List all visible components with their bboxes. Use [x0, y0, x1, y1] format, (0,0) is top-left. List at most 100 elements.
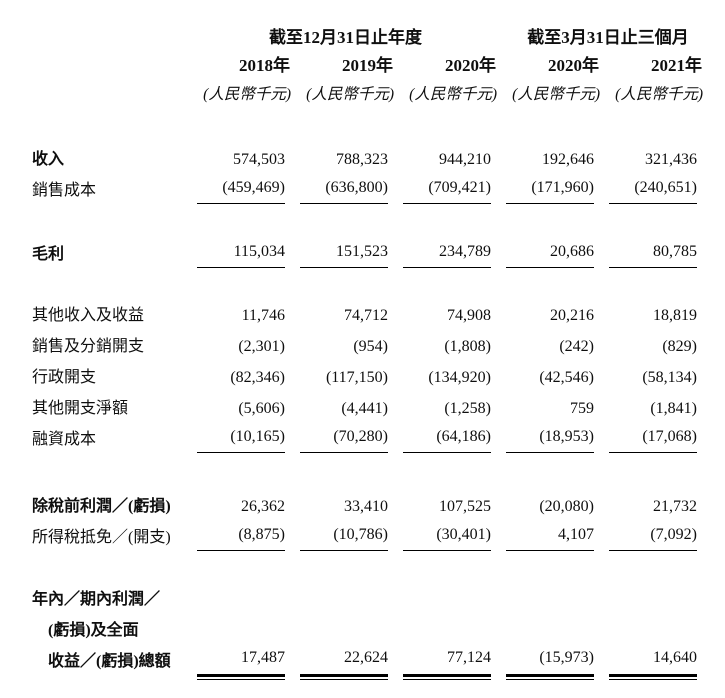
row-label-line: (虧損)及全面 [48, 622, 139, 639]
value: (18,953) [506, 426, 594, 453]
unit-header-label: (人民幣千元) [512, 86, 600, 103]
year-header-label: 2019年 [342, 55, 393, 75]
value: 574,503 [233, 151, 285, 168]
value: 17,487 [197, 647, 285, 680]
value-cell: (20,080) [491, 496, 594, 517]
value-cell: 11,746 [200, 305, 285, 326]
value: 80,785 [609, 241, 697, 268]
value: 11,746 [241, 307, 285, 324]
value: 20,216 [550, 307, 594, 324]
value-cell: (2,301) [200, 336, 285, 357]
value: 192,646 [542, 151, 594, 168]
table-row: 行政開支 (82,346) (117,150) (134,920) (42,546) (5… [32, 362, 725, 393]
value: (242) [559, 338, 594, 355]
value: (1,841) [650, 400, 697, 417]
value-cell: 321,436 [594, 149, 697, 170]
value: (17,068) [609, 426, 697, 453]
value-cell: (7,092) [594, 524, 697, 551]
value: 115,034 [197, 241, 285, 268]
row-label-line: 其他收入及收益 [32, 307, 145, 324]
year-header-cell: 2020年 [388, 51, 496, 76]
row-label: 其他收入及收益 [32, 300, 200, 331]
value-cell: 18,819 [594, 305, 697, 326]
table-row: 融資成本 (10,165) (70,280) (64,186) (18,953) (17,… [32, 424, 725, 455]
value-cell: 234,789 [388, 241, 491, 268]
value: 14,640 [609, 647, 697, 680]
year-header-label: 2020年 [548, 55, 599, 75]
row-label-line: 除稅前利潤／(虧損) [32, 498, 171, 515]
unit-header-cell: (人民幣千元) [594, 82, 703, 104]
value: 74,712 [344, 307, 388, 324]
column-group-title: 截至3月31日止三個月 [527, 28, 689, 47]
value: 759 [570, 400, 594, 417]
value-cell: (10,786) [285, 524, 388, 551]
value-cell: (1,808) [388, 336, 491, 357]
value: (636,800) [300, 177, 388, 204]
unit-header-label: (人民幣千元) [409, 86, 497, 103]
row-label: 除稅前利潤／(虧損) [32, 491, 200, 522]
row-label-line: 融資成本 [32, 431, 97, 448]
value-cell: 151,523 [285, 241, 388, 268]
value: (709,421) [403, 177, 491, 204]
value-cell: 107,525 [388, 496, 491, 517]
value-cell: (709,421) [388, 177, 491, 204]
value: 21,732 [653, 498, 697, 515]
value: (171,960) [506, 177, 594, 204]
table-row: 除稅前利潤／(虧損) 26,362 33,410 107,525 (20,080) 21,… [32, 491, 725, 522]
value-cell: 21,732 [594, 496, 697, 517]
table-row: 所得稅抵免／(開支) (8,875) (10,786) (30,401) 4,107 (7… [32, 522, 725, 553]
value: 74,908 [447, 307, 491, 324]
table-row: 年內／期內利潤／ (虧損)及全面 收益／(虧損)總額 17,487 22,624 77,1… [32, 584, 725, 680]
value: (459,469) [197, 177, 285, 204]
table-row: 其他收入及收益 11,746 74,712 74,908 20,216 18,819 [32, 300, 725, 331]
column-group-title: 截至12月31日止年度 [269, 28, 422, 47]
row-label: 其他開支淨額 [32, 393, 200, 424]
unit-header-label: (人民幣千元) [306, 86, 394, 103]
value-cell: 4,107 [491, 524, 594, 551]
value-cell: 74,712 [285, 305, 388, 326]
value: 234,789 [403, 241, 491, 268]
value-cell: (240,651) [594, 177, 697, 204]
income-statement-table: 收入 574,503 788,323 944,210 192,646 321,436 銷售成… [32, 144, 725, 680]
value: 788,323 [336, 151, 388, 168]
row-label-line: 收益／(虧損)總額 [48, 653, 171, 670]
value-cell: (134,920) [388, 367, 491, 388]
row-label: 年內／期內利潤／ (虧損)及全面 收益／(虧損)總額 [32, 584, 200, 677]
year-header-row: 2018年 2019年 2020年 2020年 2021年 [32, 48, 725, 78]
year-header-label: 2018年 [239, 55, 290, 75]
value-cell: (1,841) [594, 398, 697, 419]
value-cell: 759 [491, 398, 594, 419]
row-label-line: 所得稅抵免／(開支) [32, 529, 171, 546]
value: (70,280) [300, 426, 388, 453]
value-cell: 26,362 [200, 496, 285, 517]
value-cell: 80,785 [594, 241, 697, 268]
value: (20,080) [539, 498, 594, 515]
value-cell: (42,546) [491, 367, 594, 388]
table-row: 銷售成本 (459,469) (636,800) (709,421) (171,960)… [32, 175, 725, 206]
row-label: 融資成本 [32, 424, 200, 455]
value: (5,606) [238, 400, 285, 417]
table-row: 銷售及分銷開支 (2,301) (954) (1,808) (242) (829) [32, 331, 725, 362]
value: (42,546) [539, 369, 594, 386]
year-header-label: 2020年 [445, 55, 496, 75]
row-label: 行政開支 [32, 362, 200, 393]
value-cell: 20,686 [491, 241, 594, 268]
unit-header-cell: (人民幣千元) [200, 82, 291, 104]
row-label-line: 毛利 [32, 246, 65, 263]
value-cell: 115,034 [197, 241, 285, 268]
value-cell: 14,640 [594, 647, 697, 680]
value-cell: (15,973) [491, 647, 594, 680]
value: 22,624 [300, 647, 388, 680]
value: 4,107 [506, 524, 594, 551]
value: 151,523 [300, 241, 388, 268]
value: (15,973) [506, 647, 594, 680]
value-cell: (5,606) [200, 398, 285, 419]
value: (82,346) [230, 369, 285, 386]
value-cell: (4,441) [285, 398, 388, 419]
row-label: 收入 [32, 144, 200, 175]
row-label-line: 銷售成本 [32, 182, 97, 199]
table-row: 其他開支淨額 (5,606) (4,441) (1,258) 759 (1,841) [32, 393, 725, 424]
value-cell: 192,646 [491, 149, 594, 170]
unit-header-cell: (人民幣千元) [285, 82, 394, 104]
